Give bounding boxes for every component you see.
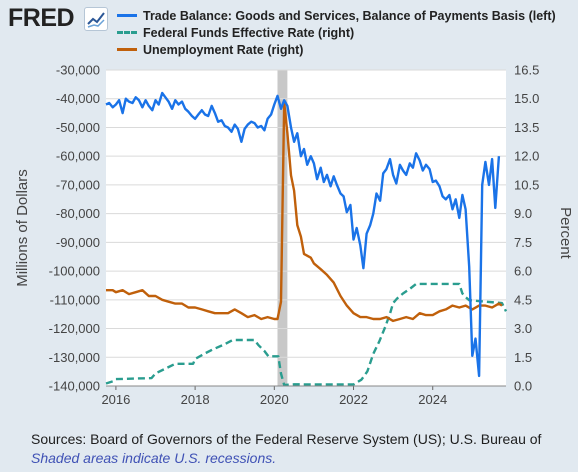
legend-label-fed-funds: Federal Funds Effective Rate (right) <box>143 25 355 40</box>
fred-logo[interactable]: FRED <box>8 4 118 32</box>
y-right-tick-label: 4.5 <box>514 292 532 307</box>
legend-label-unemployment: Unemployment Rate (right) <box>143 42 304 57</box>
y-left-tick-label: -120,000 <box>49 321 100 336</box>
sources-text: Sources: Board of Governors of the Feder… <box>31 431 542 447</box>
trend-line-icon <box>84 7 108 31</box>
y-left-tick-label: -130,000 <box>49 350 100 365</box>
series-fed-funds-line[interactable] <box>105 282 508 387</box>
x-tick-label: 2020 <box>260 392 289 407</box>
chart-footer: Sources: Board of Governors of the Feder… <box>31 430 541 468</box>
y-left-tick-label: -60,000 <box>56 149 100 164</box>
x-tick-label: 2024 <box>418 392 447 407</box>
y-right-tick-label: 13.5 <box>514 120 539 135</box>
y-right-tick-label: 0.0 <box>514 379 532 394</box>
y-left-tick-label: -50,000 <box>56 120 100 135</box>
x-tick-label: 2022 <box>339 392 368 407</box>
chart-canvas[interactable]: -30,000 -40,000 -50,000 -60,000 -70,000 -80,0… <box>0 0 578 430</box>
legend-swatch-trade-balance <box>117 14 137 17</box>
plot-background <box>106 70 506 386</box>
y-right-tick-label: 3.0 <box>514 321 532 336</box>
y-right-tick-label: 16.5 <box>514 63 539 78</box>
y-right-tick-label: 6.0 <box>514 264 532 279</box>
y-right-tick-label: 7.5 <box>514 235 532 250</box>
series-trade-balance-line[interactable] <box>105 91 501 378</box>
y-right-tick-label: 15.0 <box>514 91 539 106</box>
y-right-tick-label: 9.0 <box>514 206 532 221</box>
recession-note: Shaded areas indicate U.S. recessions. <box>31 450 277 466</box>
y-left-tick-label: -90,000 <box>56 235 100 250</box>
x-tick-label: 2016 <box>101 392 130 407</box>
x-tick-label: 2018 <box>181 392 210 407</box>
y-left-tick-label: -100,000 <box>49 264 100 279</box>
legend-item-unemployment[interactable]: Unemployment Rate (right) <box>117 41 556 58</box>
y-left-tick-label: -110,000 <box>50 292 100 307</box>
y-left-tick-label: -40,000 <box>56 91 100 106</box>
y-left-tick-label: -140,000 <box>49 379 100 394</box>
y-left-tick-label: -30,000 <box>56 63 100 78</box>
y-axis-left-label: Millions of Dollars <box>14 169 31 287</box>
y-axis-right-label: Percent <box>557 207 574 260</box>
legend-item-fed-funds[interactable]: Federal Funds Effective Rate (right) <box>117 24 556 41</box>
chart-legend: Trade Balance: Goods and Services, Balan… <box>117 7 556 58</box>
legend-swatch-fed-funds <box>117 31 137 34</box>
y-right-tick-label: 10.5 <box>514 177 539 192</box>
y-left-tick-label: -70,000 <box>56 177 100 192</box>
series-unemployment-line[interactable] <box>106 101 503 323</box>
y-right-tick-label: 1.5 <box>514 350 532 365</box>
y-right-tick-label: 12.0 <box>514 149 539 164</box>
legend-label-trade-balance: Trade Balance: Goods and Services, Balan… <box>143 8 556 23</box>
legend-swatch-unemployment <box>117 48 137 51</box>
legend-item-trade-balance[interactable]: Trade Balance: Goods and Services, Balan… <box>117 7 556 24</box>
fred-logo-text: FRED <box>8 4 75 32</box>
y-left-tick-label: -80,000 <box>56 206 100 221</box>
